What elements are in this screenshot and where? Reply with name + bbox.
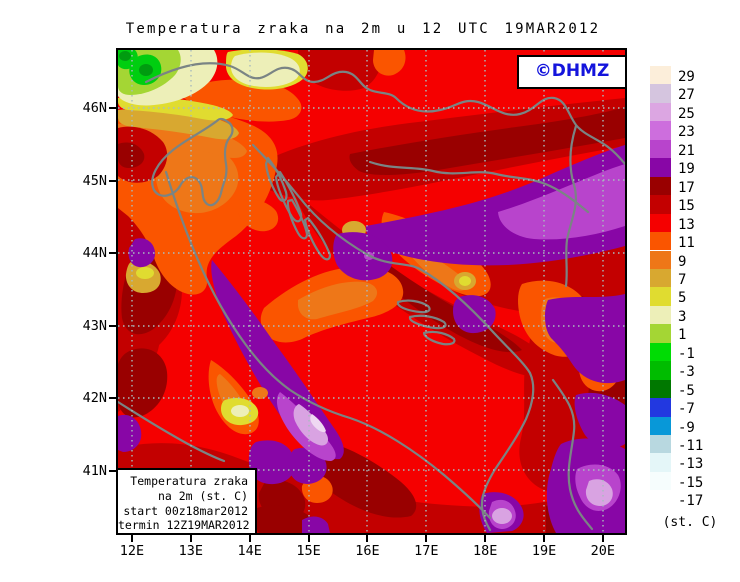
info-box-line: start 00z18mar2012	[123, 503, 248, 518]
dhmz-logo-text: ©DHMZ	[534, 61, 610, 81]
legend-value: 19	[678, 161, 695, 178]
legend-swatch	[650, 213, 671, 233]
lon-tick	[131, 535, 133, 542]
legend-swatch	[650, 139, 671, 159]
legend-value: -17	[678, 493, 704, 510]
legend-value: 15	[678, 198, 695, 215]
legend-value: 29	[678, 69, 695, 85]
legend-value: -5	[678, 382, 695, 399]
lon-label: 14E	[237, 543, 262, 559]
lat-tick	[109, 324, 116, 327]
lon-tick	[601, 535, 604, 542]
legend-value: -3	[678, 364, 695, 381]
legend-swatch	[650, 250, 671, 269]
lon-tick	[484, 535, 487, 542]
lon-tick	[425, 535, 428, 542]
lon-label: 13E	[178, 543, 204, 559]
legend-value: 25	[678, 105, 695, 122]
lon-label: 18E	[472, 543, 498, 559]
legend-swatch	[650, 398, 671, 417]
page-title: Temperatura zraka na 2m u 12 UTC 19MAR20…	[125, 21, 601, 37]
legend-swatch	[650, 379, 671, 399]
lat-label: 43N	[82, 317, 107, 334]
lon-label: 17E	[414, 543, 439, 559]
legend-swatch	[650, 287, 671, 306]
legend-unit-label: (st. C)	[662, 515, 718, 530]
legend-swatch	[650, 435, 671, 454]
legend-swatch	[650, 158, 671, 177]
lon-label: 15E	[296, 543, 321, 559]
legend-value: -1	[678, 345, 695, 362]
lon-label: 19E	[531, 543, 557, 559]
lon-tick	[543, 535, 546, 542]
legend-swatch	[650, 268, 671, 288]
lat-label: 42N	[82, 390, 107, 406]
map-plot-area: ©DHMZ Temperatura zraka na 2m (st. C) star…	[116, 48, 627, 535]
lon-label: 12E	[119, 543, 145, 559]
legend-swatch	[650, 342, 671, 362]
lon-tick	[189, 535, 192, 542]
lon-tick	[307, 535, 310, 542]
map-info-box: Temperatura zraka na 2m (st. C) start 00z1…	[116, 468, 257, 535]
info-box-line: na 2m (st. C)	[157, 488, 248, 503]
lat-tick	[109, 469, 116, 472]
lat-label: 46N	[82, 100, 107, 116]
temperature-contour-map	[118, 50, 625, 533]
legend-swatch	[650, 84, 671, 103]
legend-swatch	[650, 416, 671, 435]
legend-swatch	[650, 453, 671, 472]
legend-swatch	[650, 490, 671, 509]
legend-value: -13	[678, 456, 704, 473]
dhmz-logo: ©DHMZ	[517, 55, 627, 89]
lat-tick	[109, 397, 116, 399]
legend-swatch	[650, 66, 671, 85]
legend-swatch	[650, 195, 671, 214]
lat-tick	[109, 179, 116, 182]
lon-label: 16E	[355, 543, 380, 559]
graticule	[118, 50, 625, 533]
lat-tick	[109, 107, 116, 109]
legend-swatch	[650, 121, 671, 140]
legend-value: 3	[678, 308, 687, 325]
legend-value: -15	[678, 474, 704, 491]
legend-swatch	[650, 102, 671, 122]
legend-value: -11	[678, 438, 704, 454]
info-box-line: Temperatura zraka	[130, 474, 248, 488]
legend-swatch	[650, 361, 671, 380]
legend-value: 17	[678, 179, 695, 196]
legend-value: -7	[678, 401, 695, 418]
lat-label: 44N	[82, 245, 107, 261]
lon-tick	[248, 535, 251, 542]
legend-value: 7	[678, 271, 687, 288]
legend-value: 23	[678, 124, 695, 141]
info-box-line: termin 12Z19MAR2012	[118, 518, 250, 533]
legend-swatch	[650, 176, 671, 196]
legend-value: 27	[678, 87, 695, 104]
lat-label: 45N	[82, 172, 107, 189]
legend-swatch	[650, 305, 671, 325]
legend-value: 5	[678, 290, 687, 307]
legend-swatch	[650, 471, 671, 491]
lon-tick	[366, 535, 369, 542]
legend-value: 9	[678, 253, 687, 270]
legend-value: -9	[678, 419, 695, 436]
lat-tick	[109, 252, 116, 254]
legend-swatch	[650, 232, 671, 251]
lon-label: 20E	[590, 543, 616, 559]
legend-value: 21	[678, 142, 695, 159]
legend: 29 27 25 23 21 19 17 15 13 11 9 7 5 3 1 -1 -3 -5 -7 -9 -11 -1…	[650, 66, 722, 516]
lat-label: 41N	[82, 462, 107, 479]
legend-value: 11	[678, 235, 695, 252]
legend-swatch	[650, 324, 671, 343]
legend-value: 1	[678, 327, 687, 344]
legend-value: 13	[678, 216, 695, 233]
